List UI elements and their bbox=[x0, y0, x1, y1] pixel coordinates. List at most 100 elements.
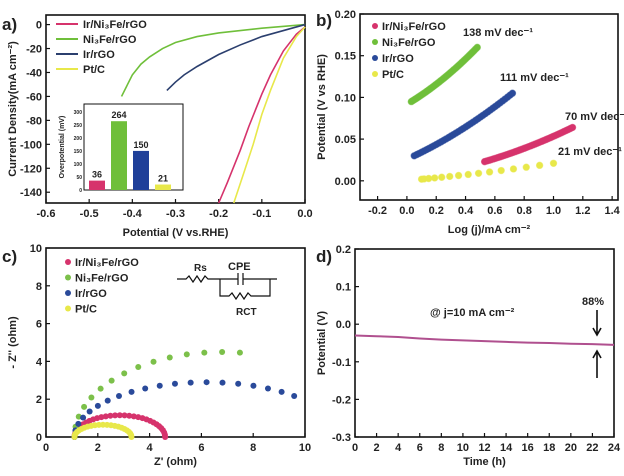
y-tick-label: 10 bbox=[30, 243, 42, 255]
data-point bbox=[250, 382, 257, 389]
data-point bbox=[203, 379, 210, 386]
x-tick-label: 8 bbox=[250, 442, 256, 454]
inset-bar-label: 21 bbox=[158, 174, 168, 184]
x-axis-label: Time (h) bbox=[463, 456, 506, 468]
y-tick-label: 0.1 bbox=[336, 282, 351, 294]
x-tick-label: 1.2 bbox=[575, 205, 590, 217]
legend-label: Pt/C bbox=[382, 69, 404, 81]
inset-bar-label: 264 bbox=[111, 110, 126, 120]
x-tick-label: 2 bbox=[95, 442, 101, 454]
x-tick-label: 22 bbox=[586, 442, 598, 454]
data-point bbox=[424, 174, 433, 183]
data-point bbox=[183, 351, 190, 358]
y-tick-label: -0.3 bbox=[332, 432, 351, 444]
arrow-down-icon bbox=[592, 310, 602, 337]
data-point bbox=[75, 420, 82, 427]
legend-marker bbox=[65, 305, 71, 312]
inset-bar bbox=[89, 180, 105, 190]
x-tick-label: 20 bbox=[565, 442, 577, 454]
circuit-label-cpe: CPE bbox=[228, 261, 251, 273]
y-tick-label: 2 bbox=[36, 394, 42, 406]
legend-marker bbox=[372, 39, 378, 45]
x-tick-label: 6 bbox=[198, 442, 204, 454]
x-tick-label: -0.1 bbox=[252, 208, 271, 220]
x-tick-label: 10 bbox=[299, 442, 311, 454]
x-tick-label: 24 bbox=[608, 442, 621, 454]
data-point bbox=[446, 172, 454, 181]
data-point bbox=[116, 412, 123, 419]
data-point bbox=[568, 123, 577, 132]
data-point bbox=[522, 163, 530, 171]
retention-label: 88% bbox=[582, 296, 604, 308]
inset-y-axis-label: Overpotential (mV) bbox=[59, 116, 66, 179]
data-point bbox=[94, 402, 101, 409]
x-tick-label: -0.2 bbox=[368, 205, 387, 217]
y-tick-label: 0 bbox=[36, 432, 42, 444]
data-point bbox=[126, 412, 133, 419]
series-line bbox=[120, 23, 306, 97]
data-point bbox=[201, 349, 208, 356]
x-tick-label: 4 bbox=[147, 442, 154, 454]
legend-label: Ir/rGO bbox=[75, 288, 107, 300]
data-point bbox=[473, 43, 481, 52]
x-tick-label: 10 bbox=[457, 442, 469, 454]
panel-label: b) bbox=[316, 11, 332, 30]
circuit-label-rs: Rs bbox=[194, 263, 207, 274]
legend-marker bbox=[65, 259, 71, 265]
data-point bbox=[102, 413, 109, 420]
x-tick-label: 0 bbox=[352, 442, 358, 454]
data-point bbox=[236, 349, 243, 356]
data-point bbox=[166, 354, 173, 361]
data-point bbox=[508, 89, 517, 97]
data-point bbox=[535, 161, 544, 170]
legend-label: Ir/Ni₃Fe/rGO bbox=[75, 257, 139, 269]
current-density-annotation: @ j=10 mA cm⁻² bbox=[430, 307, 515, 319]
data-point bbox=[80, 414, 87, 421]
data-point bbox=[81, 403, 88, 410]
y-tick-label: 4 bbox=[36, 356, 43, 368]
y-tick-label: 0.15 bbox=[335, 51, 356, 63]
data-point bbox=[104, 397, 111, 404]
inset-y-tick-label: 300 bbox=[74, 110, 83, 116]
series-line bbox=[166, 23, 306, 92]
data-point bbox=[171, 380, 178, 387]
data-point bbox=[86, 408, 93, 415]
legend-marker bbox=[65, 274, 71, 281]
data-point bbox=[264, 385, 271, 392]
x-tick-label: -0.5 bbox=[80, 208, 99, 220]
x-tick-label: -0.6 bbox=[37, 208, 56, 220]
data-point bbox=[156, 382, 163, 389]
x-tick-label: 0 bbox=[43, 442, 49, 454]
inset-bar-label: 150 bbox=[133, 140, 148, 150]
x-tick-label: 0.0 bbox=[297, 208, 312, 220]
tafel-slope-label: 111 mV dec⁻¹ bbox=[500, 72, 569, 84]
x-tick-label: 1.0 bbox=[546, 205, 561, 217]
data-point bbox=[128, 434, 135, 440]
y-tick-label: 0.00 bbox=[335, 176, 356, 188]
x-tick-label: -0.4 bbox=[123, 208, 143, 220]
data-point bbox=[121, 370, 128, 377]
data-point bbox=[135, 364, 142, 371]
y-tick-label: -120 bbox=[20, 163, 42, 175]
x-tick-label: -0.2 bbox=[209, 208, 228, 220]
series-line bbox=[217, 26, 306, 204]
tafel-slope-label: 21 mV dec⁻¹ bbox=[558, 146, 622, 158]
x-tick-label: 0.2 bbox=[429, 205, 444, 217]
data-point bbox=[219, 379, 226, 386]
data-point bbox=[291, 392, 298, 399]
series-line bbox=[354, 334, 615, 346]
data-point bbox=[97, 385, 104, 392]
y-tick-label: -100 bbox=[20, 139, 42, 151]
data-point bbox=[98, 414, 105, 421]
inset-bar bbox=[133, 150, 149, 190]
x-tick-label: 8 bbox=[438, 442, 444, 454]
y-tick-label: -80 bbox=[26, 115, 42, 127]
x-tick-label: 16 bbox=[522, 442, 534, 454]
data-point bbox=[142, 385, 149, 392]
y-axis-label: Potential (V vs RHE) bbox=[316, 54, 328, 160]
inset-bar bbox=[111, 121, 127, 190]
data-point bbox=[278, 388, 285, 395]
inset-y-tick-label: 50 bbox=[76, 175, 82, 181]
